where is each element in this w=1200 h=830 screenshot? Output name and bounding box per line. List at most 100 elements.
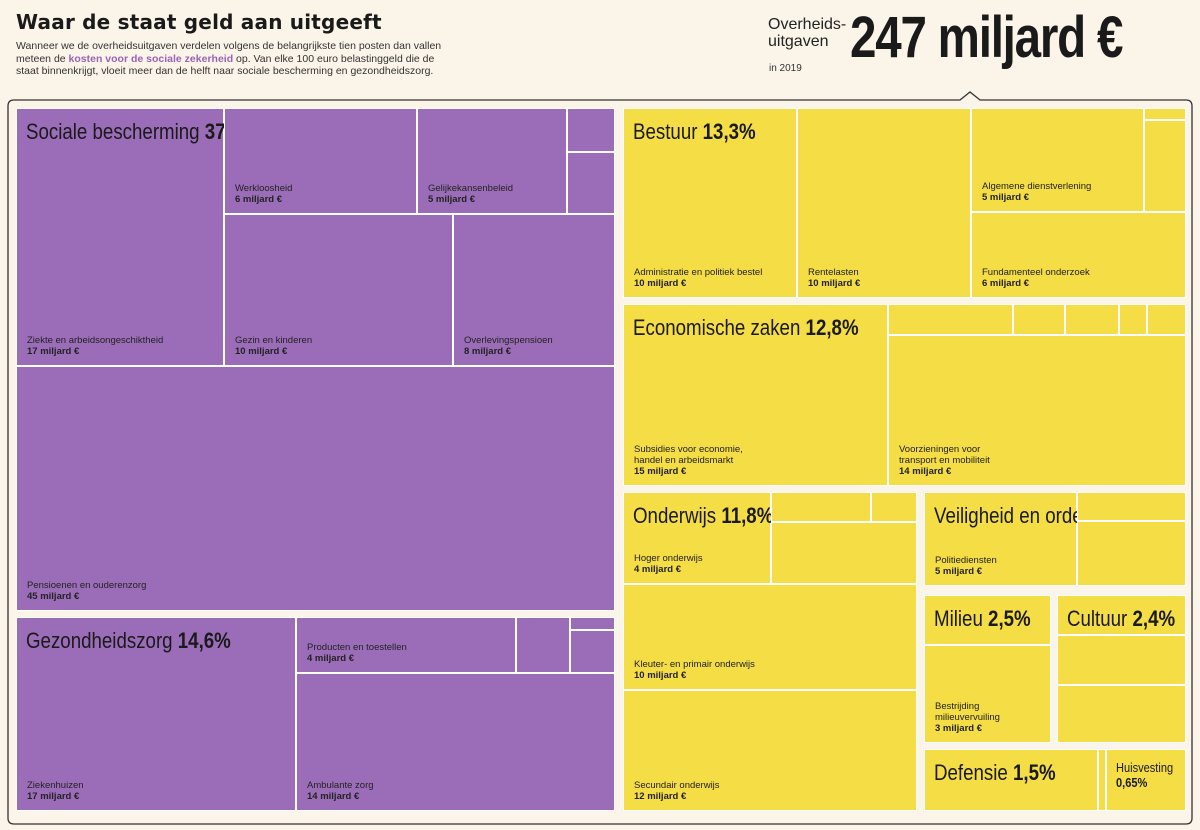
cell-cultuur-top: Cultuur 2,4% — [1057, 595, 1186, 635]
category-name: Economische zaken — [633, 315, 806, 340]
item-name: Ambulante zorg — [307, 780, 374, 791]
category-title: Onderwijs 11,8% — [633, 503, 773, 529]
intro-before: Wanneer we de overheidsuitgaven verdelen… — [16, 40, 442, 65]
item-label: Gezin en kinderen 10 miljard € — [235, 335, 312, 357]
cell-hoger: Onderwijs 11,8% Hoger onderwijs 4 miljard … — [623, 492, 773, 584]
cell-onderzoek: Fundamenteel onderzoek 6 miljard € — [971, 212, 1186, 298]
item-label: Ambulante zorg 14 miljard € — [307, 780, 374, 802]
item-name: Ziekte en arbeidsongeschiktheid — [27, 335, 164, 346]
item-label: Gelijkekansenbeleid 5 miljard € — [428, 183, 513, 205]
item-amount: 10 miljard € — [634, 670, 687, 681]
page-title: Waar de staat geld aan uitgeeft — [16, 10, 382, 34]
total-label-line2: uitgaven — [768, 33, 829, 50]
item-name: Pensioenen en ouderenzorg — [27, 580, 147, 591]
category-title: Cultuur 2,4% — [1067, 606, 1175, 632]
cell-producten: Producten en toestellen 4 miljard € — [296, 617, 516, 673]
category-share: 11,8% — [721, 503, 774, 528]
category-name: Huisvesting — [1116, 760, 1174, 775]
item-amount: 6 miljard € — [235, 194, 282, 205]
cell-onderwijs-small-3 — [771, 522, 917, 584]
category-name: Cultuur — [1067, 606, 1133, 631]
item-amount: 12 miljard € — [634, 791, 687, 802]
item-amount: 15 miljard € — [634, 466, 687, 477]
cell-sociale-small-2 — [567, 152, 615, 214]
cell-econ-small-1 — [888, 304, 1013, 335]
item-name: Werkloosheid — [235, 183, 293, 194]
cell-defensie: Defensie 1,5% — [924, 749, 1098, 811]
category-name: Defensie — [934, 760, 1014, 785]
item-label: Producten en toestellen 4 miljard € — [307, 642, 407, 664]
category-name: Bestuur — [633, 119, 703, 144]
cell-gezond-small-1 — [516, 617, 570, 673]
cell-politie: Veiligheid en orde 3,2%Politiediensten5 … — [924, 492, 1131, 586]
item-name: Gezin en kinderen — [235, 335, 313, 346]
item-amount: 5 miljard € — [428, 194, 475, 205]
total-label: Overheids- uitgaven — [768, 16, 846, 50]
cell-econ-small-3 — [1065, 304, 1119, 335]
item-amount: 8 miljard € — [464, 346, 511, 357]
cell-overleving: Overlevingspensioen 8 miljard € — [453, 214, 615, 366]
item-label: Kleuter- en primair onderwijs 10 miljard … — [634, 659, 755, 681]
category-share: 2,5% — [988, 606, 1031, 631]
total-label-line1: Overheids- — [768, 16, 847, 33]
cell-bestuur-small-1 — [1144, 108, 1186, 120]
item-label: Werkloosheid 6 miljard € — [235, 183, 292, 205]
category-name: Veiligheid en orde — [934, 503, 1088, 528]
category-share: 0,65% — [1116, 775, 1148, 790]
item-amount: 6 miljard € — [982, 278, 1029, 289]
item-label: Administratie en politiek bestel 10 milja… — [634, 267, 762, 289]
cell-administratie: Bestuur 13,3% Administratie en politiek b… — [623, 108, 797, 298]
intro-text: Wanneer we de overheidsuitgaven verdelen… — [16, 40, 456, 78]
item-amount: 5 miljard € — [982, 192, 1029, 203]
category-title: Gezondheidszorg 14,6% — [26, 628, 231, 654]
item-label: Politiediensten 5 miljard € — [935, 555, 997, 577]
category-title: Milieu 2,5% — [934, 606, 1031, 632]
category-title: Huisvesting 0,65% — [1116, 760, 1184, 790]
item-name: Overlevingspensioen — [464, 335, 553, 346]
cell-cultuur-mid — [1057, 635, 1186, 685]
cell-transport: Voorzieningen voor transport en mobilite… — [888, 335, 1186, 486]
item-amount: 10 miljard € — [808, 278, 861, 289]
cell-ambulante: Ambulante zorg 14 miljard € — [296, 673, 615, 811]
item-name: Administratie en politiek bestel — [634, 267, 763, 278]
item-amount: 45 miljard € — [27, 591, 80, 602]
item-amount: 5 miljard € — [935, 566, 982, 577]
cell-ziekenhuizen: Gezondheidszorg 14,6% Ziekenhuizen 17 milj… — [16, 617, 296, 811]
item-amount: 3 miljard € — [935, 723, 982, 734]
item-label: Overlevingspensioen 8 miljard € — [464, 335, 553, 357]
category-name: Gezondheidszorg — [26, 628, 178, 653]
item-amount: 14 miljard € — [307, 791, 360, 802]
item-name: Gelijkekansenbeleid — [428, 183, 514, 194]
cell-secundair: Secundair onderwijs 12 miljard € — [623, 690, 917, 811]
item-label: Subsidies voor economie, handel en arbei… — [634, 444, 743, 477]
item-name: Bestrijding milieuvervuiling — [935, 701, 1000, 723]
item-name: Secundair onderwijs — [634, 780, 720, 791]
item-name: Fundamenteel onderzoek — [982, 267, 1090, 278]
item-label: Algemene dienstverlening 5 miljard € — [982, 181, 1091, 203]
category-title: Sociale bescherming 37,2% — [26, 119, 258, 145]
item-name: Hoger onderwijs — [634, 553, 703, 564]
cell-veiligheid-small-1 — [1077, 492, 1186, 521]
cell-econ-small-5 — [1147, 304, 1186, 335]
cell-milieu-top: Milieu 2,5% — [924, 595, 1051, 645]
cell-ziekte: Sociale bescherming 37,2% Ziekte en arbei… — [16, 108, 258, 366]
item-name: Voorzieningen voor transport en mobilite… — [899, 444, 990, 466]
item-label: Voorzieningen voor transport en mobilite… — [899, 444, 990, 477]
item-label: Pensioenen en ouderenzorg 45 miljard € — [27, 580, 146, 602]
cell-gezond-small-3 — [570, 630, 615, 673]
item-name: Politiediensten — [935, 555, 997, 566]
category-title: Bestuur 13,3% — [633, 119, 756, 145]
cell-pensioenen: Pensioenen en ouderenzorg 45 miljard € — [16, 366, 615, 611]
category-title: Defensie 1,5% — [934, 760, 1056, 786]
cell-subsidies: Economische zaken 12,8% Subsidies voor ec… — [623, 304, 888, 486]
category-share: 2,4% — [1132, 606, 1176, 631]
cell-gezin: Gezin en kinderen 10 miljard € — [224, 214, 453, 366]
item-amount: 4 miljard € — [307, 653, 354, 664]
cell-rentelasten: Rentelasten 10 miljard € — [797, 108, 971, 298]
cell-gezond-small-2 — [570, 617, 615, 630]
item-amount: 4 miljard € — [634, 564, 681, 575]
item-amount: 10 miljard € — [634, 278, 687, 289]
cell-dienstverlening: Algemene dienstverlening 5 miljard € — [971, 108, 1144, 212]
item-label: Ziekenhuizen 17 miljard € — [27, 780, 84, 802]
